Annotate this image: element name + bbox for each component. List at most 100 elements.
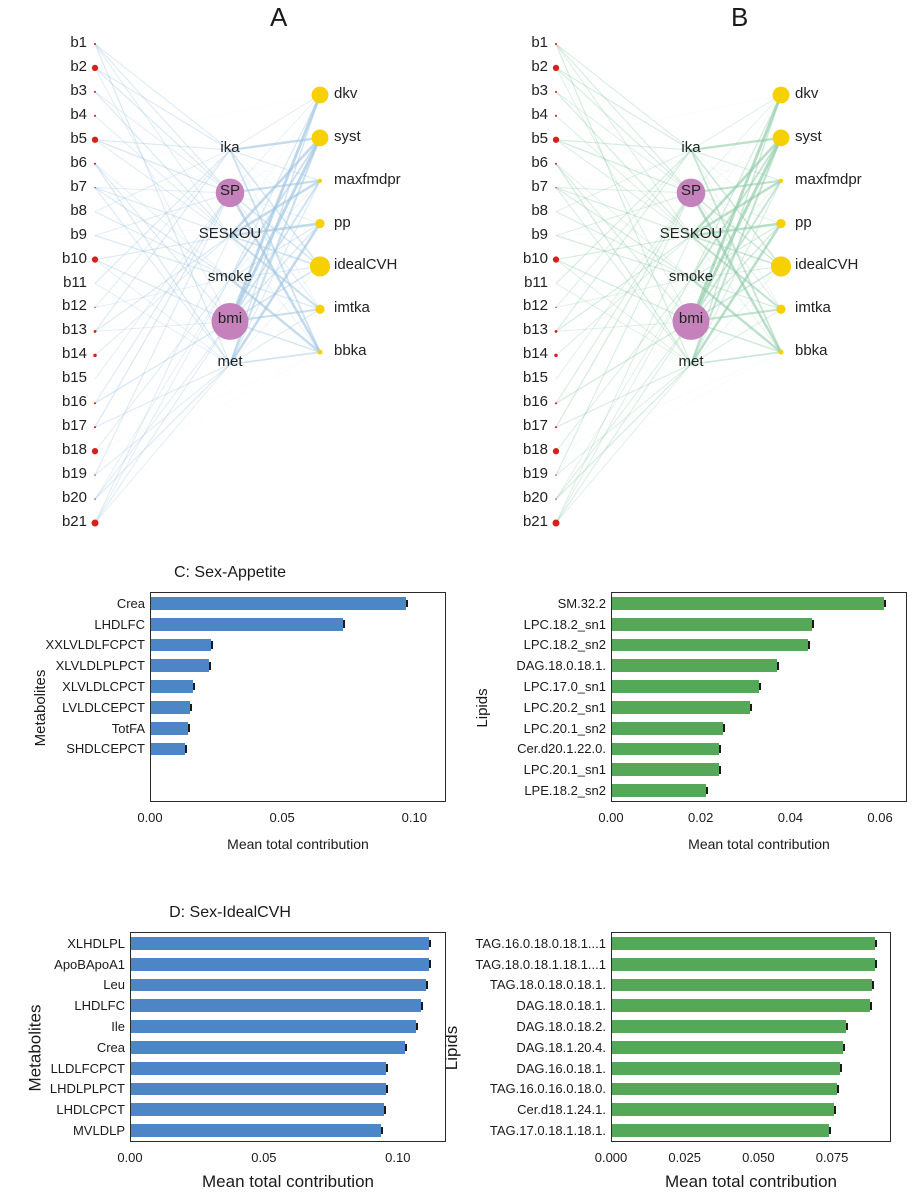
axis-tick-0.025: 0.025: [668, 1150, 701, 1165]
bar-row-DAG180181[interactable]: DAG.18.0.18.1.: [612, 995, 890, 1016]
panelA-left-label-b14: b14: [0, 345, 87, 362]
panelA-left-label-b13: b13: [0, 321, 87, 338]
bar-row-XLHDLPL[interactable]: XLHDLPL: [131, 933, 445, 954]
bar-row-LHDLFC[interactable]: LHDLFC: [131, 995, 445, 1016]
panelA-left-label-b1: b1: [0, 34, 87, 51]
panelA-left-label-b2: b2: [0, 58, 87, 75]
panel-d-metabolites: D: Sex-IdealCVH Metabolites XLHDLPL ApoBA…: [0, 898, 460, 1198]
left-node-b21: [553, 520, 560, 527]
bar-row-XLVLDLCPCT[interactable]: XLVLDLCPCT: [151, 676, 445, 697]
bar-category-label: LPC.20.1_sn2: [524, 721, 606, 736]
bar-category-label: XLVLDLPLPCT: [56, 658, 145, 673]
bar-row-DAG180181[interactable]: DAG.18.0.18.1.: [612, 655, 906, 676]
left-node-b5: [553, 137, 559, 143]
panelB-left-label-b14: b14: [461, 345, 548, 362]
axis-tick-0.04: 0.04: [778, 810, 803, 825]
panel-c-left-ylabel: Metabolites: [32, 670, 49, 747]
panelA-left-label-b10: b10: [0, 250, 87, 267]
bar-category-label: MVLDLP: [73, 1123, 125, 1138]
bar-category-label: LHDLFC: [74, 998, 125, 1013]
panelA-right-label-dkv: dkv: [334, 85, 474, 102]
bar-row-SHDLCEPCT[interactable]: SHDLCEPCT: [151, 739, 445, 760]
bar-category-label: Cer.d20.1.22.0.: [517, 741, 606, 756]
bar-category-label: LPC.20.1_sn1: [524, 762, 606, 777]
bar-row-Cerd201220[interactable]: Cer.d20.1.22.0.: [612, 739, 906, 760]
bar-row-XLVLDLPLPCT[interactable]: XLVLDLPLPCT: [151, 655, 445, 676]
left-node-b19: [555, 474, 556, 475]
bar-row-TAG180180181[interactable]: TAG.18.0.18.0.18.1.: [612, 975, 890, 996]
left-node-b5: [92, 137, 98, 143]
bar-row-LPE182sn2[interactable]: LPE.18.2_sn2: [612, 780, 906, 801]
bar-row-LPC182sn2[interactable]: LPC.18.2_sn2: [612, 635, 906, 656]
panelA-mid-label-bmi: bmi: [175, 310, 285, 327]
left-node-b10: [553, 256, 559, 262]
left-node-b3: [94, 91, 96, 93]
bar-row-DAG160181[interactable]: DAG.16.0.18.1.: [612, 1058, 890, 1079]
panel-c-title: C: Sex-Appetite: [0, 564, 460, 582]
bar-row-TAG170181181[interactable]: TAG.17.0.18.1.18.1.: [612, 1120, 890, 1141]
bar-row-Leu[interactable]: Leu: [131, 975, 445, 996]
panelB-right-label-imtka: imtka: [795, 299, 921, 316]
bar-category-label: Cer.d18.1.24.1.: [517, 1102, 606, 1117]
bar-row-DAG180182[interactable]: DAG.18.0.18.2.: [612, 1016, 890, 1037]
bar-row-Crea[interactable]: Crea: [131, 1037, 445, 1058]
bar-row-TAG1801811811[interactable]: TAG.18.0.18.1.18.1...1: [612, 954, 890, 975]
bar-row-LHDLCPCT[interactable]: LHDLCPCT: [131, 1099, 445, 1120]
bar-row-LPC202sn1[interactable]: LPC.20.2_sn1: [612, 697, 906, 718]
bar-row-LPC170sn1[interactable]: LPC.17.0_sn1: [612, 676, 906, 697]
right-node-bbka: [778, 350, 783, 355]
panelB-left-label-b10: b10: [461, 250, 548, 267]
bar-row-LHDLFC[interactable]: LHDLFC: [151, 614, 445, 635]
panelB-left-label-b6: b6: [461, 154, 548, 171]
bar-category-label: Crea: [97, 1040, 125, 1055]
panelA-left-label-b18: b18: [0, 441, 87, 458]
bar-category-label: TAG.18.0.18.0.18.1.: [490, 977, 606, 992]
bar-row-TAG1601801811[interactable]: TAG.16.0.18.0.18.1...1: [612, 933, 890, 954]
right-node-idealCVH: [310, 256, 330, 276]
panelA-left-label-b9: b9: [0, 226, 87, 243]
panelB-left-label-b16: b16: [461, 393, 548, 410]
bar-row-SM322[interactable]: SM.32.2: [612, 593, 906, 614]
bar-row-Cerd181241[interactable]: Cer.d18.1.24.1.: [612, 1099, 890, 1120]
right-node-maxfmdpr: [779, 179, 783, 183]
bar-category-label: TotFA: [112, 721, 145, 736]
right-node-syst: [773, 129, 790, 146]
left-node-b19: [94, 474, 95, 475]
bar-row-LLDLFCPCT[interactable]: LLDLFCPCT: [131, 1058, 445, 1079]
panelB-mid-label-smoke: smoke: [636, 268, 746, 285]
bar-row-ApoBApoA1[interactable]: ApoBApoA1: [131, 954, 445, 975]
axis-tick-0.075: 0.075: [816, 1150, 849, 1165]
bar-row-LPC201sn2[interactable]: LPC.20.1_sn2: [612, 718, 906, 739]
left-node-b16: [94, 402, 96, 404]
bar-row-LPC182sn1[interactable]: LPC.18.2_sn1: [612, 614, 906, 635]
panelA-left-label-b4: b4: [0, 106, 87, 123]
bar-row-Ile[interactable]: Ile: [131, 1016, 445, 1037]
panelB-left-label-b15: b15: [461, 369, 548, 386]
bar-category-label: TAG.18.0.18.1.18.1...1: [475, 957, 606, 972]
bar-row-MVLDLP[interactable]: MVLDLP: [131, 1120, 445, 1141]
bar-row-LHDLPLPCT[interactable]: LHDLPLPCT: [131, 1079, 445, 1100]
panel-d-lipids: placeholder TAG.16.0.18.0.18.1...1TAG.18…: [461, 898, 921, 1198]
panelA-left-label-b7: b7: [0, 178, 87, 195]
bar-category-label: XXLVLDLFCPCT: [46, 637, 145, 652]
bar-row-TAG160160180[interactable]: TAG.16.0.16.0.18.0.: [612, 1079, 890, 1100]
axis-tick-0.1: 0.10: [402, 810, 427, 825]
panel-c-lipids: placeholder Lipids SM.32.2LPC.18.2_sn1LP…: [461, 558, 921, 858]
bar-category-label: Crea: [117, 596, 145, 611]
panelA-left-label-b19: b19: [0, 465, 87, 482]
left-node-b12: [94, 307, 95, 308]
bar-category-label: DAG.18.1.20.4.: [516, 1040, 606, 1055]
bar-row-TotFA[interactable]: TotFA: [151, 718, 445, 739]
bar-row-Crea[interactable]: Crea: [151, 593, 445, 614]
panelB-left-label-b11: b11: [461, 274, 548, 291]
bar-row-LVLDLCEPCT[interactable]: LVLDLCEPCT: [151, 697, 445, 718]
panel-d-left-xlabel: Mean total contribution: [130, 1172, 446, 1192]
panelA-left-label-b20: b20: [0, 489, 87, 506]
bar-row-DAG181204[interactable]: DAG.18.1.20.4.: [612, 1037, 890, 1058]
panelA-right-label-maxfmdpr: maxfmdpr: [334, 171, 474, 188]
panelB-right-label-dkv: dkv: [795, 85, 921, 102]
bar-row-LPC201sn1[interactable]: LPC.20.1_sn1: [612, 759, 906, 780]
panelB-left-label-b1: b1: [461, 34, 548, 51]
left-node-b4: [555, 115, 557, 117]
bar-row-XXLVLDLFCPCT[interactable]: XXLVLDLFCPCT: [151, 635, 445, 656]
